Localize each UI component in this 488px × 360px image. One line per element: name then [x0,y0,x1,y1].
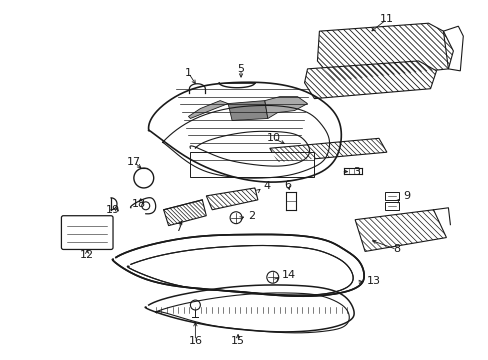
Polygon shape [228,100,267,121]
Text: 16: 16 [188,336,202,346]
Polygon shape [188,100,228,118]
Bar [384,192,398,200]
Text: 18: 18 [131,199,145,209]
Text: 1: 1 [184,68,192,78]
Polygon shape [317,23,452,81]
Polygon shape [354,210,446,251]
Text: 10: 10 [266,133,280,143]
Text: 12: 12 [80,251,94,260]
Text: 11: 11 [379,14,393,24]
Text: 17: 17 [126,157,141,167]
FancyBboxPatch shape [61,216,113,249]
Text: 8: 8 [392,244,400,255]
Text: 9: 9 [402,191,409,201]
Polygon shape [163,200,206,226]
Text: 14: 14 [281,270,295,280]
Bar [384,202,398,210]
Text: 2: 2 [247,211,255,221]
Polygon shape [190,131,309,166]
Text: 19: 19 [106,205,120,215]
Text: 3: 3 [352,167,360,177]
Text: 4: 4 [264,181,270,191]
Bar [190,152,314,177]
Text: 6: 6 [284,180,290,190]
Polygon shape [304,61,436,99]
Polygon shape [269,138,386,162]
Text: 13: 13 [366,276,380,286]
Text: 5: 5 [237,64,244,74]
Text: 7: 7 [175,222,182,233]
Polygon shape [206,188,257,210]
Polygon shape [264,96,307,118]
Text: 15: 15 [230,336,244,346]
